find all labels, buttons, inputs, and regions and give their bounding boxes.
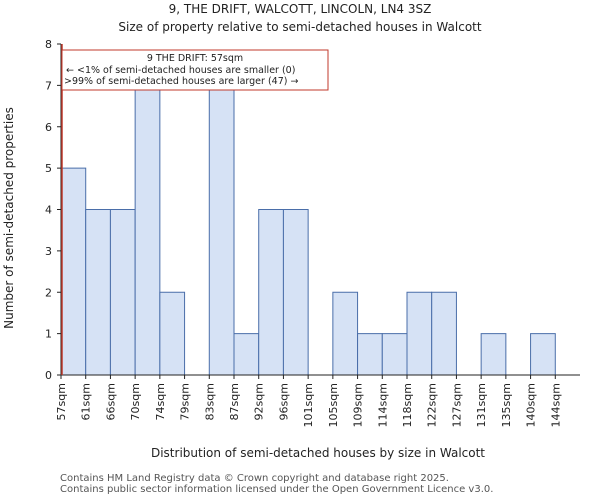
annotation-line-1: 9 THE DRIFT: 57sqm xyxy=(147,53,243,64)
footer-licence: Contains public sector information licen… xyxy=(60,484,494,495)
x-tick-label: 70sqm xyxy=(129,383,142,420)
bar-131sqm xyxy=(480,333,507,376)
bar-66sqm xyxy=(109,209,136,376)
annotation-line-2: ← <1% of semi-detached houses are smalle… xyxy=(66,65,295,76)
bar-92sqm xyxy=(258,209,284,376)
x-tick-label: 79sqm xyxy=(179,383,192,420)
x-tick-label: 87sqm xyxy=(228,383,241,420)
bar-114sqm xyxy=(381,333,408,376)
x-tick-label: 66sqm xyxy=(104,383,117,420)
x-tick-label: 96sqm xyxy=(277,383,290,420)
x-tick-label: 105sqm xyxy=(327,383,340,427)
bar-105sqm xyxy=(332,291,359,376)
bar-57sqm xyxy=(60,167,87,376)
chart-title: 9, THE DRIFT, WALCOTT, LINCOLN, LN4 3SZ xyxy=(169,2,432,16)
y-tick-label: 5 xyxy=(45,162,52,175)
x-tick-label: 144sqm xyxy=(549,383,562,427)
bar-122sqm xyxy=(431,291,457,376)
x-tick-label: 118sqm xyxy=(401,383,414,427)
bar-87sqm xyxy=(233,333,260,376)
footer-copyright: Contains HM Land Registry data © Crown c… xyxy=(60,473,449,484)
chart-subtitle: Size of property relative to semi-detach… xyxy=(118,20,481,34)
x-tick-label: 57sqm xyxy=(55,383,68,420)
bar-109sqm xyxy=(357,333,383,376)
annotation-box: 9 THE DRIFT: 57sqm ← <1% of semi-detache… xyxy=(61,49,329,91)
bar-61sqm xyxy=(85,209,111,376)
y-tick-label: 4 xyxy=(45,204,52,217)
bar-140sqm xyxy=(530,333,556,376)
y-tick-label: 0 xyxy=(45,369,52,382)
bar-83sqm xyxy=(208,84,235,376)
y-tick-label: 6 xyxy=(45,121,52,134)
x-tick-label: 131sqm xyxy=(475,383,488,427)
bar-118sqm xyxy=(406,291,433,376)
y-tick-label: 8 xyxy=(45,38,52,51)
x-tick-label: 92sqm xyxy=(253,383,266,420)
x-tick-label: 127sqm xyxy=(450,383,463,427)
x-axis-label: Distribution of semi-detached houses by … xyxy=(151,446,485,460)
x-tick-label: 101sqm xyxy=(302,383,315,427)
x-tick-label: 83sqm xyxy=(203,383,216,420)
y-tick-label: 2 xyxy=(45,286,52,299)
x-tick-label: 114sqm xyxy=(376,383,389,427)
bar-70sqm xyxy=(134,84,161,376)
x-tick-label: 140sqm xyxy=(525,383,538,427)
y-axis-label: Number of semi-detached properties xyxy=(2,107,16,329)
x-tick-label: 61sqm xyxy=(80,383,93,420)
annotation-line-3: >99% of semi-detached houses are larger … xyxy=(64,76,298,87)
y-tick-label: 7 xyxy=(45,79,52,92)
y-tick-label: 1 xyxy=(45,328,52,341)
x-tick-label: 109sqm xyxy=(352,383,365,427)
x-tick-label: 135sqm xyxy=(500,383,513,427)
x-tick-label: 74sqm xyxy=(154,383,167,420)
bar-74sqm xyxy=(159,291,186,376)
bar-96sqm xyxy=(282,209,309,376)
y-tick-label: 3 xyxy=(45,245,52,258)
x-tick-label: 122sqm xyxy=(426,383,439,427)
